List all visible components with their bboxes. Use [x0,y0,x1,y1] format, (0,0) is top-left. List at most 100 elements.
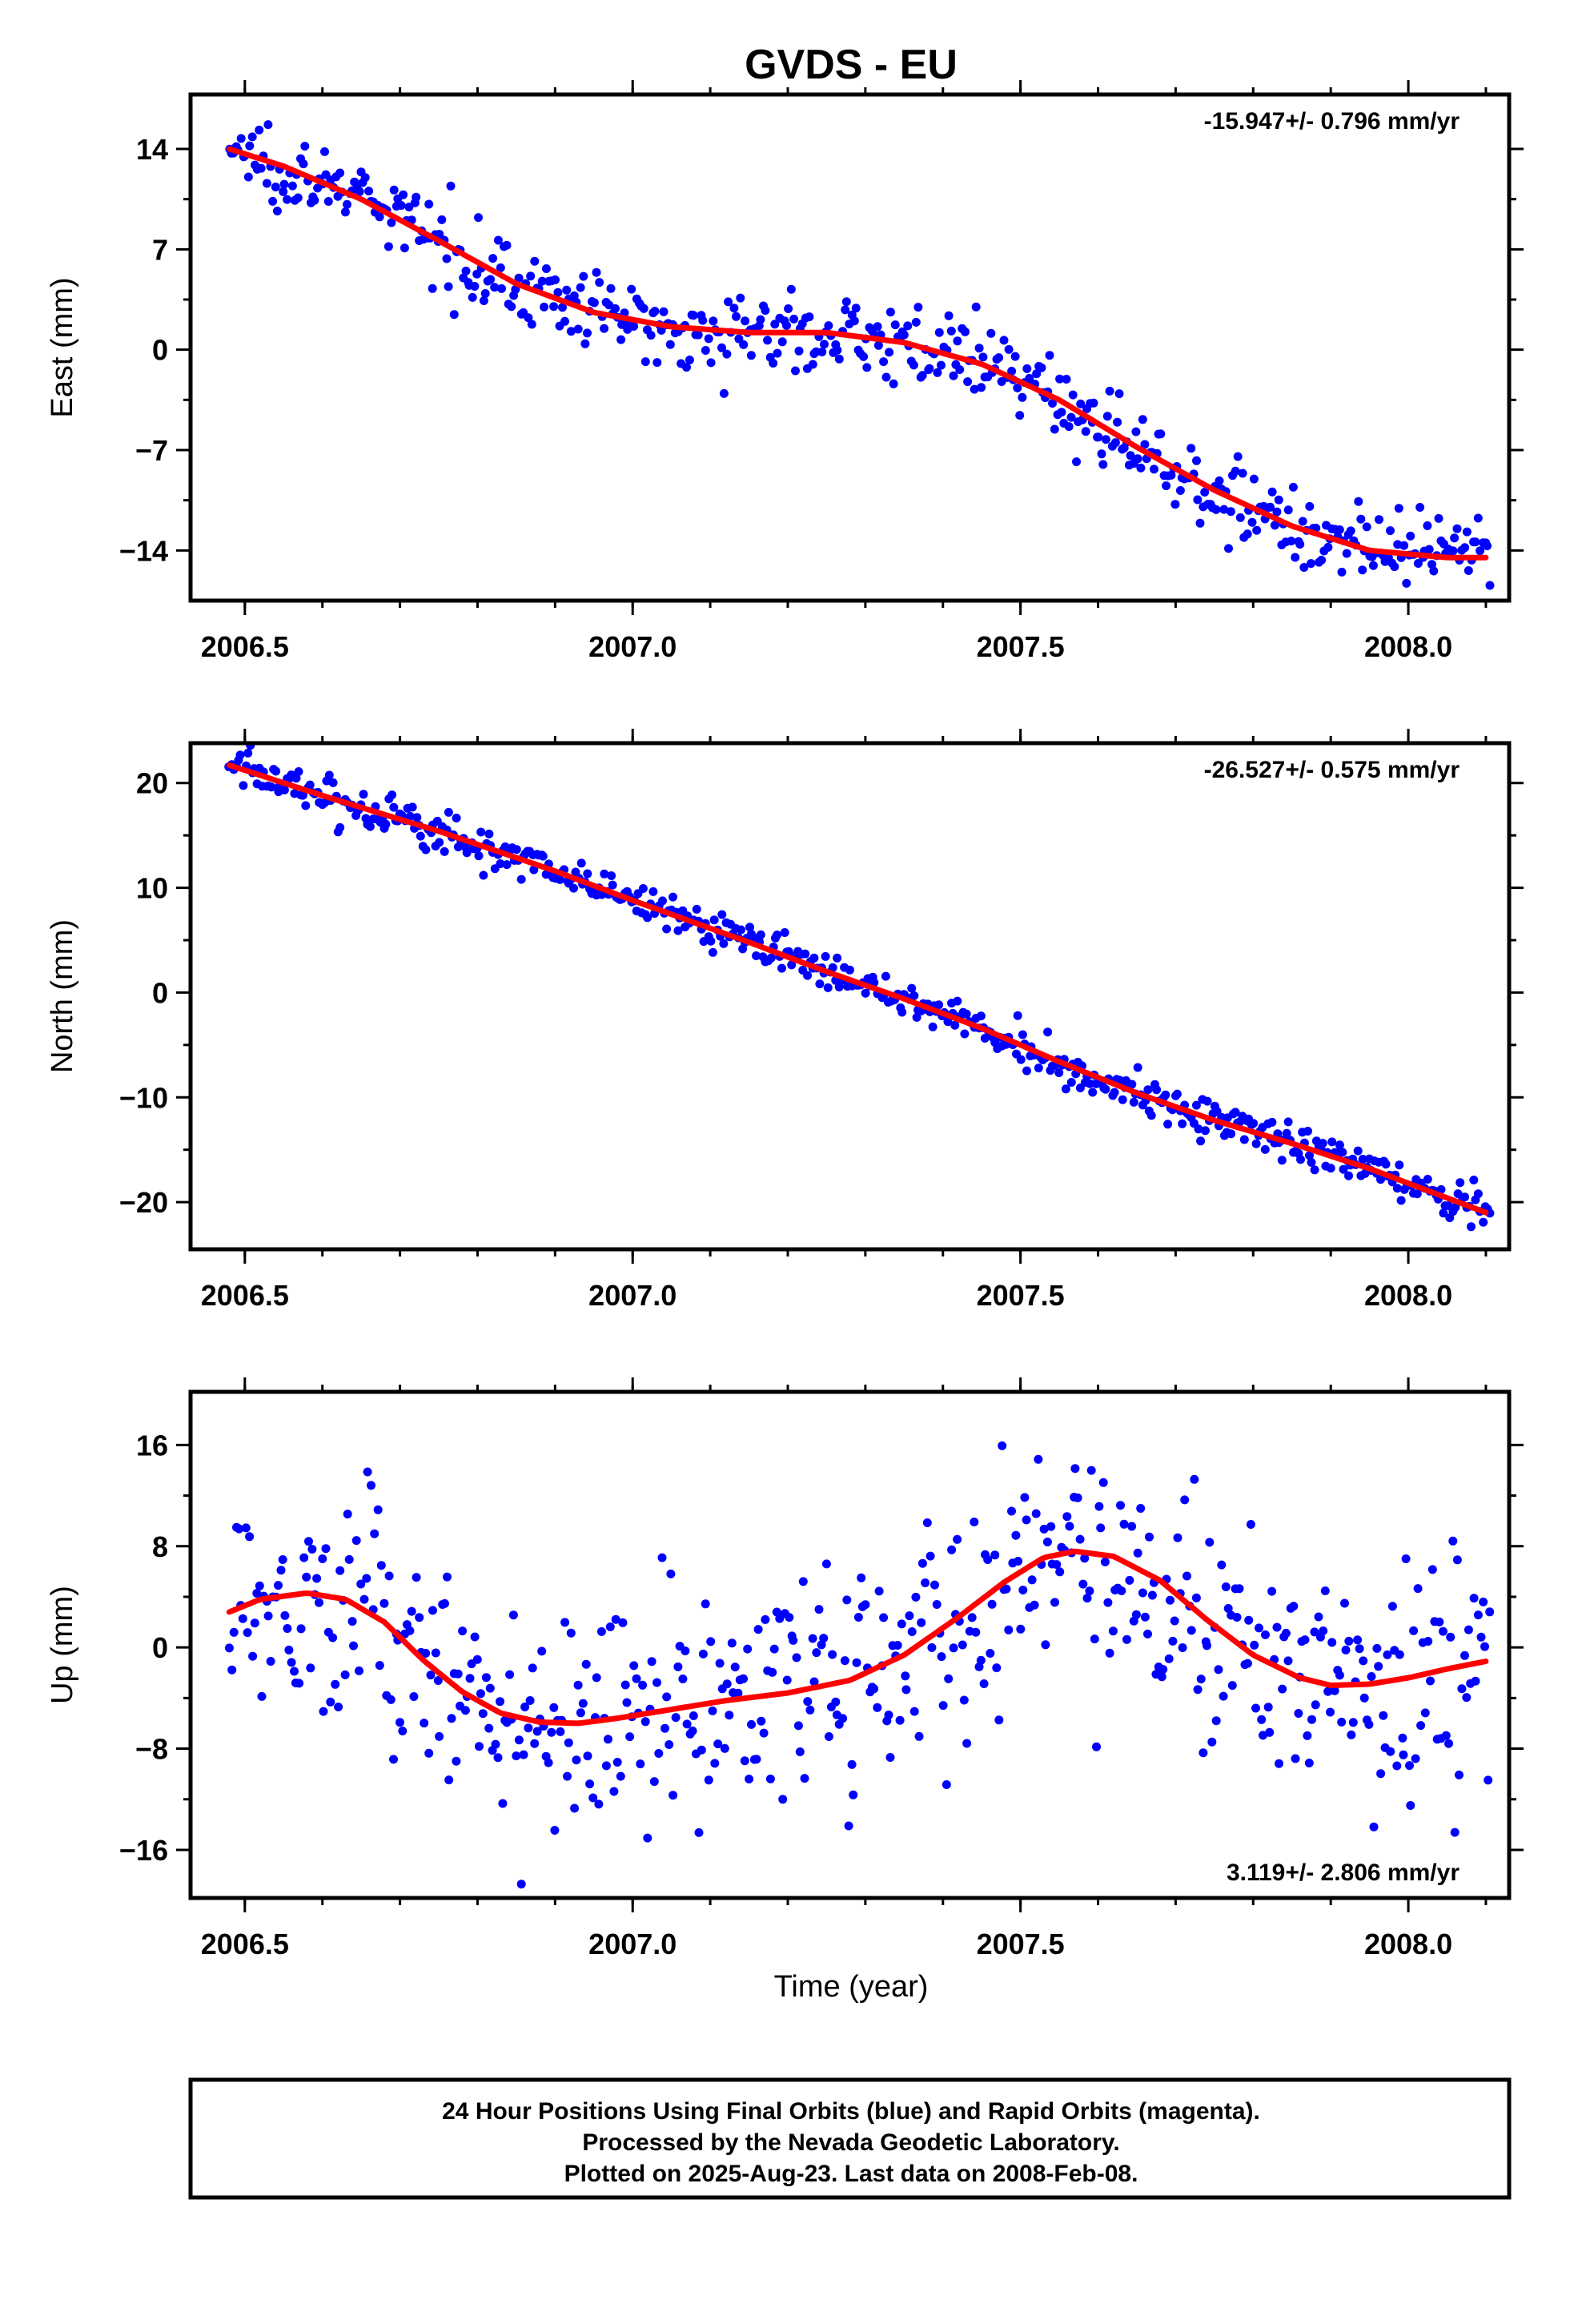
north-data-point [1456,1178,1465,1188]
up-data-point [1143,1629,1152,1638]
up-data-point [1479,1597,1488,1606]
north-data-point [708,947,717,957]
north-data-point [953,996,962,1006]
north-data-point [538,851,548,861]
east-data-point [706,358,716,368]
north-data-point [950,1020,960,1030]
north-data-point [1344,1171,1353,1180]
up-data-point [1387,1602,1397,1611]
east-data-point [1186,444,1196,453]
up-data-point [652,1678,661,1687]
up-data-point [278,1555,287,1564]
north-data-point [787,960,797,970]
up-data-point [1289,1602,1299,1611]
north-data-point [576,858,586,868]
up-data-point [1311,1700,1320,1710]
up-data-point [1416,1721,1426,1731]
up-data-point [893,1641,902,1650]
east-data-point [1243,529,1252,539]
up-data-point [1190,1474,1199,1484]
north-data-point [1460,1192,1469,1202]
up-data-point [874,1586,884,1596]
up-data-point [498,1799,508,1808]
up-data-point [386,1695,396,1704]
up-panel: 2006.5 2007.0 2007.5 2008.0 16 8 0 −8 −16 Up (mm)… [46,1377,1524,1960]
up-data-point [1359,1693,1369,1703]
up-data-point [917,1558,927,1568]
up-data-point [530,1739,540,1748]
up-data-point [1065,1522,1074,1531]
up-data-point [263,1611,273,1621]
up-data-point [287,1658,296,1667]
east-data-point [1224,544,1233,553]
up-data-point [759,1728,769,1738]
north-data-point [1101,1084,1110,1094]
up-data-point [581,1659,591,1669]
east-data-point [1015,411,1025,420]
north-data-point [1451,1203,1460,1212]
up-data-point [625,1732,635,1742]
east-data-point [899,330,909,340]
up-data-point [424,1748,434,1758]
north-data-point [673,926,683,935]
east-data-point [470,282,480,291]
up-data-point [661,1723,669,1733]
north-data-point [365,822,375,831]
up-data-point [828,1650,837,1659]
east-data-point [507,302,516,312]
east-data-point [1192,456,1201,465]
up-data-point [583,1751,592,1761]
north-data-point [980,1034,990,1043]
up-data-point [1300,1635,1310,1645]
north-data-point [1249,1119,1259,1128]
up-data-point [740,1756,749,1766]
north-data-point [516,875,526,884]
east-data-point [841,305,850,315]
up-data-point [1170,1616,1179,1626]
east-data-point [263,120,273,130]
east-data-point [396,201,406,210]
up-data-point [1108,1626,1118,1636]
up-data-point [1096,1523,1106,1533]
east-data-point [1267,487,1277,497]
north-data-point [976,1011,986,1021]
east-data-point [486,275,496,284]
north-data-point [662,924,672,934]
north-data-point [960,1029,970,1039]
north-data-point [752,951,761,960]
up-data-point [715,1659,725,1668]
up-data-point [1392,1761,1402,1771]
up-data-point [821,1559,831,1569]
up-data-point [970,1518,979,1526]
east-data-point [1375,515,1383,525]
up-data-point [375,1661,384,1671]
north-data-point [1396,1196,1406,1205]
up-data-point [1319,1626,1328,1635]
east-data-point [1215,476,1224,485]
up-data-point [428,1606,437,1615]
up-data-point [706,1637,716,1647]
north-data-point [943,1017,953,1027]
up-data-point [1406,1801,1415,1810]
east-data-point [1114,389,1124,399]
up-data-point [355,1666,363,1675]
north-data-point [412,813,422,822]
up-data-point [1011,1530,1021,1540]
up-data-point [351,1536,361,1546]
east-data-point [756,315,765,324]
east-data-point [909,360,918,370]
up-data-point [1401,1554,1411,1563]
east-data-point [1055,374,1065,384]
up-data-point [629,1661,639,1671]
up-data-point [1080,1554,1090,1563]
up-data-point [1413,1584,1423,1594]
east-data-point [611,304,620,313]
east-data-point [769,359,778,368]
east-y-tick-label: 14 [136,133,168,166]
east-data-point [530,256,540,266]
east-y-tick-label: −14 [119,534,168,567]
east-data-point [1266,502,1275,512]
east-data-layer [225,120,1495,590]
up-data-point [1476,1632,1486,1642]
east-data-point [782,321,791,330]
